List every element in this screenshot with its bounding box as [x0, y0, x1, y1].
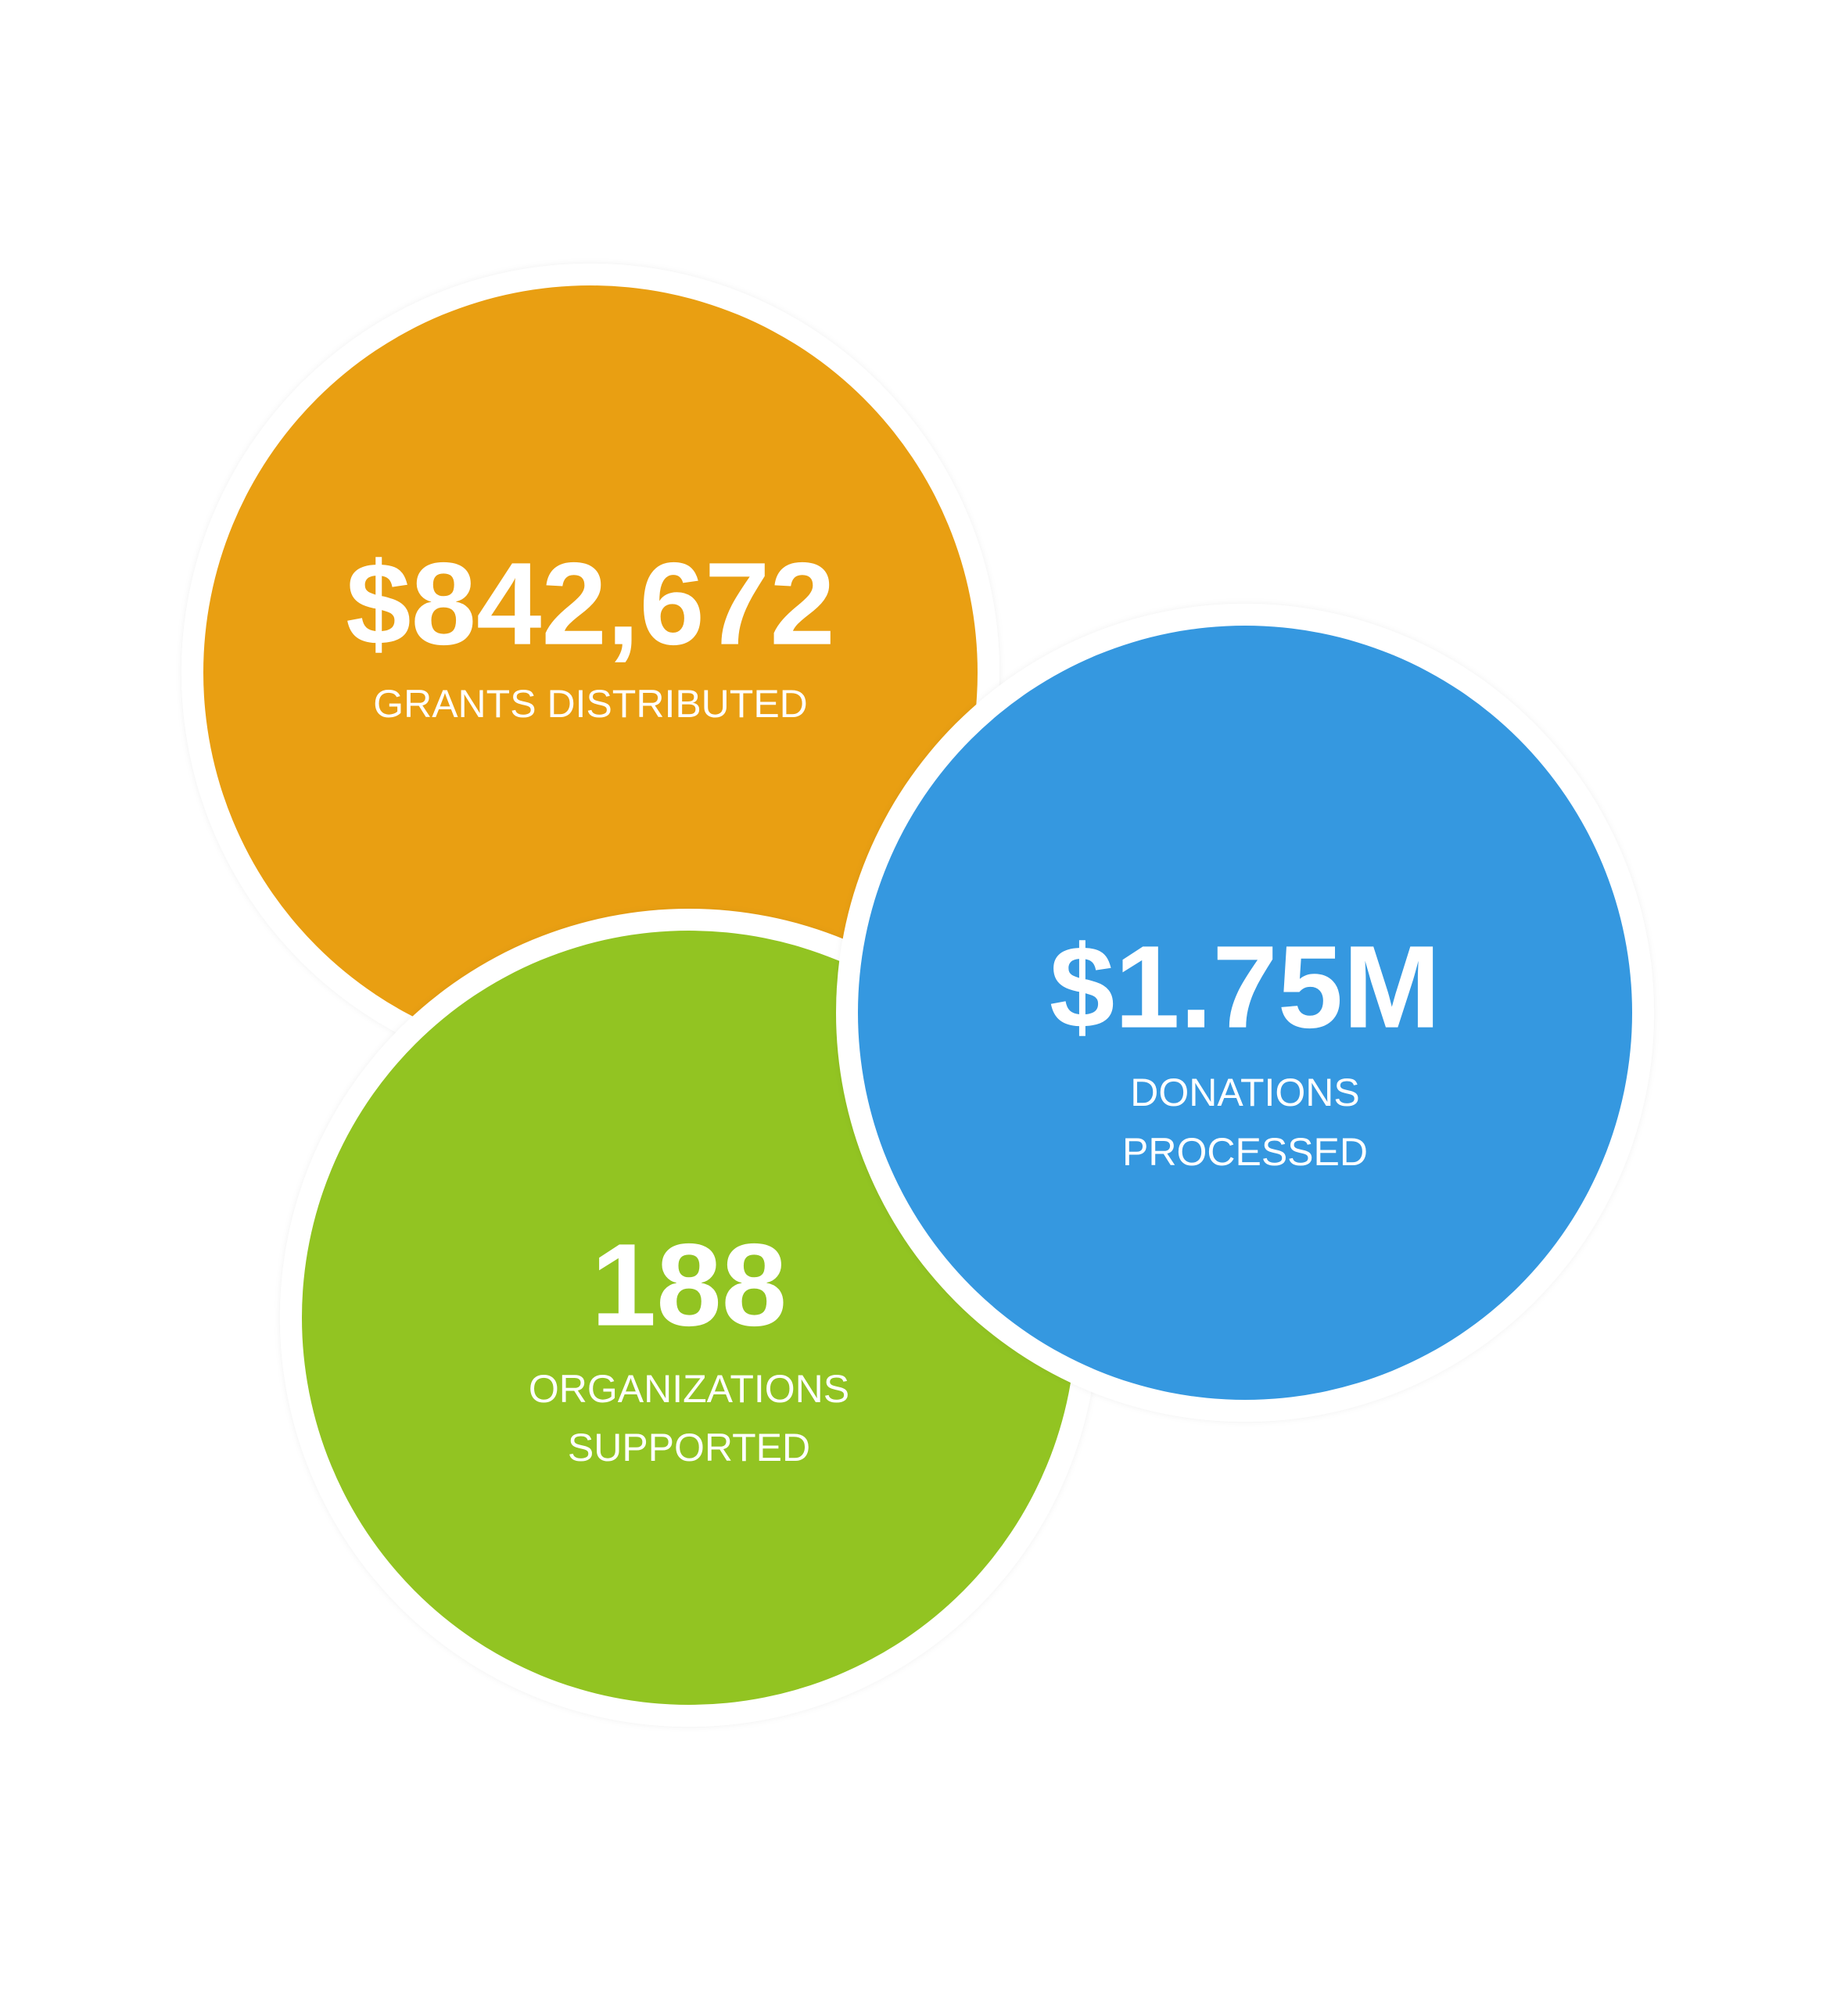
stat-bubble: $842,672 GRANTS DISTRIBUTED — [181, 264, 999, 1082]
stat-label: DONATIONS — [1130, 1071, 1360, 1114]
stat-value: 188 — [591, 1219, 787, 1351]
stat-label: PROCESSED — [1122, 1130, 1368, 1174]
bubble — [203, 285, 978, 1060]
stat-label: GRANTS DISTRIBUTED — [373, 682, 808, 726]
stat-label: ORGANIZATIONS — [529, 1367, 849, 1411]
stat-value: $1.75M — [1050, 921, 1441, 1053]
bubble — [858, 626, 1632, 1400]
stat-label: SUPPORTED — [568, 1426, 810, 1469]
circles: $842,672 GRANTS DISTRIBUTED 188 ORGANIZATIO… — [181, 264, 1654, 1727]
stat-value: $842,672 — [346, 538, 835, 669]
stat-bubble: $1.75M DONATIONS PROCESSED — [836, 604, 1654, 1422]
